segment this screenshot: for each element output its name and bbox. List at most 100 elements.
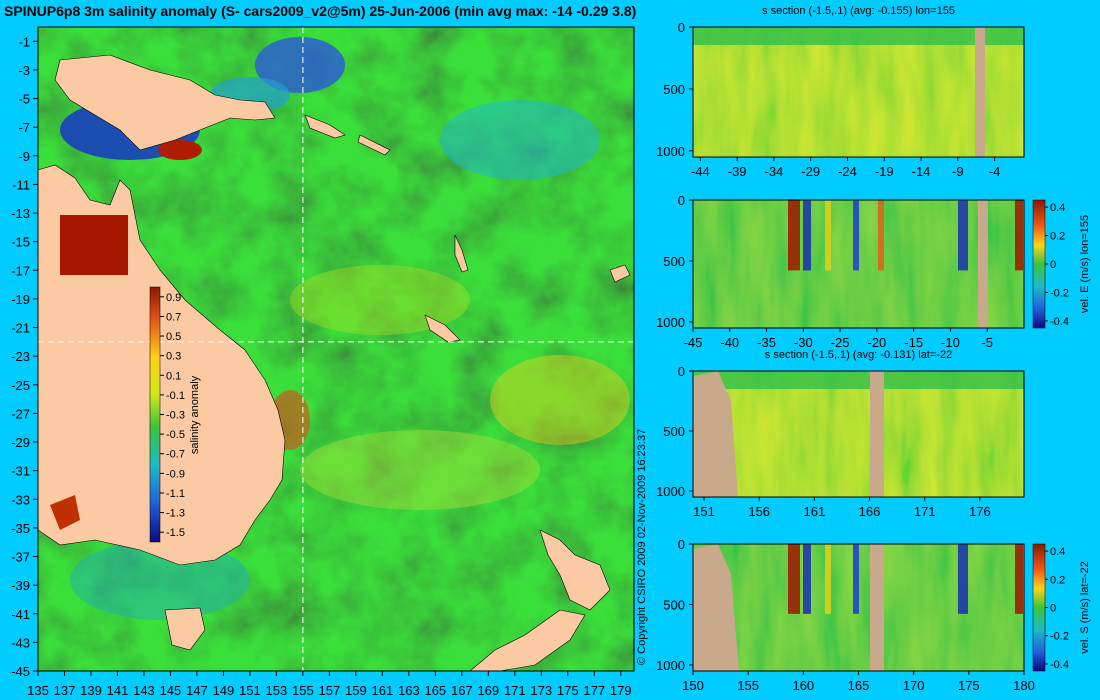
section-x-tick-label: -20: [867, 335, 886, 350]
map-colorbar-tick-label: -1.5: [166, 527, 185, 539]
map-y-tick-label: -29: [11, 435, 30, 450]
section-x-tick-label: -15: [904, 335, 923, 350]
section-land: [978, 200, 988, 328]
map-colorbar-tick-label: -0.7: [166, 449, 185, 461]
section-x-tick-label: -25: [831, 335, 850, 350]
velocity-streak: [825, 200, 831, 271]
map-x-tick-label: 171: [504, 683, 526, 698]
solomon-islands: [304, 114, 391, 156]
map-x-tick-label: 155: [292, 683, 314, 698]
section-colorbar-tick-label: 0: [1050, 603, 1056, 615]
map-x-tick-label: 139: [80, 683, 102, 698]
map-x-tick-label: 167: [451, 683, 473, 698]
section-x-tick-label: 160: [792, 678, 814, 693]
map-colorbar-tick-label: 0.3: [166, 351, 181, 363]
section-y-tick-label: 0: [678, 537, 685, 552]
map-y-tick-label: -45: [11, 664, 30, 679]
section-colorbar: [1032, 199, 1046, 329]
section-colorbar-tick-label: 0.4: [1050, 202, 1065, 214]
map-colorbar-tick-label: -0.3: [166, 410, 185, 422]
map-y-tick-label: -9: [18, 149, 30, 164]
map-x-tick-label: 179: [610, 683, 632, 698]
map-x-tick-label: 137: [54, 683, 76, 698]
section-x-tick-label: -35: [757, 335, 776, 350]
section-vel-e-section: -45 -40 -35 -30 -25 -20 -15 -10 -5 0 500 1000 0.4 0.2…: [656, 193, 1091, 350]
map-x-tick-label: 151: [239, 683, 261, 698]
section-y-tick-label: 500: [663, 597, 685, 612]
map-x-tick-label: 161: [372, 683, 394, 698]
copyright-text: © Copyright CSIRO 2009 02-Nov-2009 16:23…: [636, 429, 648, 665]
section-land: [693, 371, 738, 497]
section-x-tick-label: -14: [912, 164, 931, 179]
map-y-tick-label: -43: [11, 635, 30, 650]
section-colorbar-tick-label: -0.4: [1050, 316, 1069, 328]
map-x-tick-label: 159: [345, 683, 367, 698]
section-y-tick-label: 1000: [656, 315, 685, 330]
section-x-tick-label: -44: [691, 164, 710, 179]
section-colorbar-tick-label: 0.4: [1050, 546, 1065, 558]
map-colorbar-tick-label: -1.1: [166, 488, 185, 500]
section-x-tick-label: 176: [969, 504, 991, 519]
map-x-axis: 135 137 139 141 143 145 147 149 151 153 155 157 159 1…: [27, 671, 632, 698]
velocity-streak: [825, 544, 831, 614]
map-x-tick-label: 149: [213, 683, 235, 698]
section-texture: [693, 371, 1024, 497]
map-y-tick-label: -7: [18, 120, 30, 135]
section-x-tick-label: 165: [848, 678, 870, 693]
map-x-tick-label: 143: [133, 683, 155, 698]
section-frame: [692, 370, 1025, 498]
map-y-tick-label: -25: [11, 378, 30, 393]
map-colorbar-tick-label: -0.5: [166, 429, 185, 441]
section-land: [975, 27, 985, 157]
section-y-tick-label: 1000: [656, 144, 685, 159]
velocity-streak: [788, 200, 800, 271]
map-y-tick-label: -11: [12, 177, 30, 192]
map-x-tick-label: 141: [107, 683, 129, 698]
section-colorbar-tick-label: -0.2: [1050, 287, 1069, 299]
section-x-tick-label: 161: [804, 504, 826, 519]
fiji: [609, 264, 631, 283]
section-y-tick-label: 0: [678, 20, 685, 35]
section-colorbar-tick-label: 0.2: [1050, 574, 1065, 586]
section-colorbar-label: vel. E (m/s) lon=155: [1079, 215, 1091, 313]
map-y-tick-label: -27: [11, 406, 30, 421]
section-y-tick-label: 0: [678, 193, 685, 208]
new-guinea: [54, 54, 276, 151]
section-colorbar-label: vel. S (m/s) lat=-22: [1079, 561, 1091, 654]
velocity-streak: [878, 200, 884, 271]
section-vel-s-section: 150 155 160 165 170 175 180 0 500 1000 0.4 0.2 0 -0.2…: [656, 537, 1091, 693]
map-y-tick-label: -13: [11, 206, 30, 221]
section-surface-layer: [693, 27, 1024, 45]
map-x-tick-label: 173: [530, 683, 552, 698]
tasmania: [164, 607, 206, 651]
section-y-tick-label: 0: [678, 364, 685, 379]
map-y-tick-label: -31: [11, 464, 30, 479]
section-texture: [693, 27, 1024, 157]
map-y-tick-label: -1: [18, 34, 30, 49]
section-x-tick-label: 166: [859, 504, 881, 519]
section-y-tick-label: 500: [663, 254, 685, 269]
map-x-tick-label: 177: [583, 683, 605, 698]
new-caledonia: [424, 314, 461, 343]
new-zealand-north: [539, 529, 611, 611]
section-x-tick-label: 170: [903, 678, 925, 693]
section-x-tick-label: -24: [838, 164, 857, 179]
map-colorbar-label: salinity anomaly: [189, 375, 201, 454]
section-title: s section (-1.5,.1) (avg: -0.155) lon=15…: [762, 5, 955, 17]
section-s-section-lon: s section (-1.5,.1) (avg: -0.155) lon=15…: [656, 5, 1025, 179]
section-x-tick-label: 171: [914, 504, 936, 519]
map-x-tick-label: 135: [27, 683, 49, 698]
map-y-tick-label: -19: [11, 292, 30, 307]
vanuatu: [454, 234, 469, 273]
velocity-streak: [1015, 200, 1023, 271]
velocity-streak: [1015, 544, 1023, 614]
map-y-tick-label: -5: [18, 92, 30, 107]
map-colorbar-tick-label: 0.5: [166, 331, 181, 343]
section-title: s section (-1.5,.1) (avg: -0.131) lat=-2…: [765, 349, 952, 361]
section-y-tick-label: 500: [663, 424, 685, 439]
map-panel: 135 137 139 141 143 145 147 149 151 153 155 157 159 1…: [11, 26, 635, 698]
section-frame: [692, 199, 1025, 329]
map-x-tick-label: 175: [557, 683, 579, 698]
map-y-axis: -1 -3 -5 -7 -9 -11 -13 -15 -17 -19 -21 -23 -25 -27 -29…: [11, 34, 38, 679]
map-x-tick-label: 163: [398, 683, 420, 698]
